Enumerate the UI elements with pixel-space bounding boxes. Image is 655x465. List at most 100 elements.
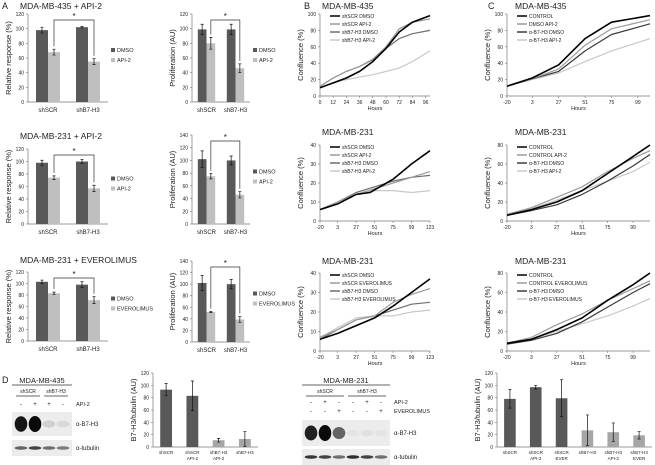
y-tick-label: 0 bbox=[21, 339, 24, 345]
error-bar bbox=[80, 159, 84, 164]
series-line bbox=[506, 144, 651, 217]
y-tick-label: 30 bbox=[310, 162, 316, 168]
y-tick-label: 60 bbox=[18, 185, 24, 191]
line-chart-c-10: 0 20 40 60 80 Confluence (%) MDA-MB-231 -20 3 27 5… bbox=[483, 127, 651, 237]
bar bbox=[235, 194, 245, 224]
treatment-sign: - bbox=[338, 400, 340, 406]
bar bbox=[36, 30, 48, 103]
y-tick-label: 60 bbox=[497, 162, 503, 168]
series-line bbox=[506, 283, 651, 345]
blot-band bbox=[318, 425, 332, 441]
legend-label: α-B7-H3 DMSO bbox=[529, 289, 564, 295]
significance-star: * bbox=[224, 259, 227, 268]
error-bar bbox=[200, 150, 204, 168]
x-tick-label: -20 bbox=[503, 225, 510, 231]
antibody-label: α-tubulin bbox=[394, 455, 417, 461]
y-tick-label: 10 bbox=[310, 200, 316, 206]
x-tick-label: shSCR bbox=[38, 108, 58, 114]
x-tick-label: 99 bbox=[630, 355, 636, 361]
bar bbox=[197, 282, 207, 342]
x-tick-label: 60 bbox=[383, 100, 389, 106]
significance-star: * bbox=[72, 270, 75, 279]
line-chart-b-7: 0 10 20 30 40 Confluence (%) MDA-MB-231 -20 3 27 5… bbox=[296, 127, 434, 237]
significance-star: * bbox=[224, 12, 227, 21]
panel-label-b: B bbox=[304, 1, 310, 11]
y-tick-label: 20 bbox=[310, 78, 316, 84]
x-tick-label: 123 bbox=[426, 355, 435, 361]
x-tick-label: 96 bbox=[423, 100, 429, 106]
y-tick-label: 100 bbox=[308, 12, 317, 18]
legend-label: α-B7-H3 DMSO bbox=[529, 30, 564, 36]
x-axis-label: Hours bbox=[368, 361, 383, 367]
treatment-sign: + bbox=[323, 400, 327, 406]
legend-label: shSCR API-2 bbox=[342, 153, 372, 159]
legend-label: α-B7-H3 EVEROLIMUS bbox=[529, 297, 583, 303]
x-tick-label: 51 bbox=[579, 225, 585, 231]
blot-title: MDA-MB-231 bbox=[323, 376, 368, 385]
y-tick-label: 20 bbox=[497, 78, 503, 84]
y-tick-label: 120 bbox=[485, 371, 494, 377]
blot-band bbox=[318, 455, 332, 459]
legend-label: API-2 bbox=[259, 58, 273, 64]
y-tick-label: 120 bbox=[16, 147, 25, 153]
error-bar bbox=[209, 37, 213, 50]
legend-label: CONTROL API-2 bbox=[529, 153, 567, 159]
x-tick-label: shB7-H3 bbox=[579, 450, 597, 455]
blot-title: MDA-MB-435 bbox=[19, 376, 64, 385]
blot-band bbox=[28, 416, 42, 432]
x-tick-label: 3 bbox=[530, 355, 533, 361]
y-tick-label: 80 bbox=[497, 28, 503, 34]
bar bbox=[48, 177, 60, 224]
x-tick-label: shSCR bbox=[38, 230, 58, 236]
x-tick-label: 75 bbox=[605, 355, 611, 361]
x-tick-label: shB7-H3 bbox=[604, 450, 622, 455]
legend-swatch bbox=[253, 291, 257, 296]
y-tick-label: 80 bbox=[182, 41, 188, 47]
legend-label: API-2 bbox=[259, 180, 273, 186]
x-tick-label: 3 bbox=[530, 225, 533, 231]
y-tick-label: 20 bbox=[18, 210, 24, 216]
treatment-sign: + bbox=[365, 400, 369, 406]
legend-label: α-B7-H3 API-2 bbox=[529, 169, 562, 175]
error-bar bbox=[209, 173, 213, 180]
x-tick-label: 27 bbox=[554, 355, 560, 361]
x-tick-label: shB7-H3 bbox=[76, 108, 100, 114]
y-tick-label: 0 bbox=[313, 219, 316, 225]
x-tick-label: 3 bbox=[336, 225, 339, 231]
y-tick-label: 60 bbox=[182, 184, 188, 190]
bar bbox=[76, 284, 88, 341]
line-chart-b-6: 0 20 40 60 80 100 Confluence (%) MDA-MB-435 0 12 2… bbox=[296, 1, 431, 112]
x-tick-label: shSCR bbox=[529, 450, 544, 455]
series-line bbox=[506, 150, 651, 215]
blot-band bbox=[332, 427, 346, 439]
error-bar bbox=[164, 383, 168, 397]
x-tick-label: shSCR bbox=[159, 450, 174, 455]
x-tick-label: 51 bbox=[579, 355, 585, 361]
error-bar bbox=[637, 431, 641, 440]
bar bbox=[206, 176, 216, 224]
y-tick-label: 0 bbox=[500, 219, 503, 225]
y-tick-label: 20 bbox=[497, 330, 503, 336]
significance-bracket bbox=[53, 154, 95, 183]
y-tick-label: 100 bbox=[485, 383, 494, 389]
y-tick-label: 40 bbox=[497, 310, 503, 316]
treatment-sign: - bbox=[352, 409, 354, 415]
x-tick-label: shB7-H3 bbox=[224, 348, 248, 354]
x-tick-label: 84 bbox=[410, 100, 416, 106]
error-bar bbox=[200, 23, 204, 35]
y-tick-label: 100 bbox=[16, 27, 25, 33]
y-tick-label: 100 bbox=[180, 282, 189, 288]
y-tick-label: 40 bbox=[487, 420, 493, 426]
bar bbox=[197, 29, 207, 102]
error-bar bbox=[534, 384, 538, 390]
x-tick-label: shSCR bbox=[38, 347, 58, 353]
legend-swatch bbox=[253, 301, 257, 306]
x-tick-label: -20 bbox=[503, 355, 510, 361]
blot-band bbox=[28, 446, 42, 450]
legend-label: shB7-H3 DMSO bbox=[342, 30, 378, 36]
x-tick-label: 12 bbox=[330, 100, 336, 106]
